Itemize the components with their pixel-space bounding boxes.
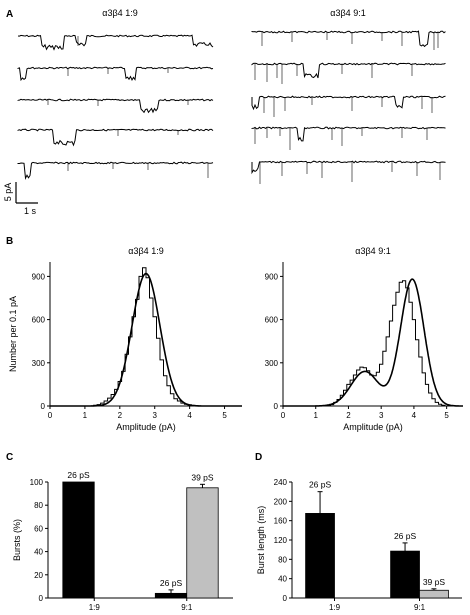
traces-right [251, 30, 446, 184]
chart-title: α3β4 9:1 [355, 246, 390, 256]
y-tick-label: 600 [32, 316, 46, 325]
panel-letter-d: D [255, 452, 262, 463]
panel-letter-a: A [6, 9, 13, 20]
y-tick-label: 600 [265, 316, 279, 325]
y-tick-label: 0 [283, 594, 288, 603]
burst-length-bar-chart: 0 40 80 120 160 200 240 Burst length (ms) 1:9 26 … [256, 478, 462, 612]
trace-line [251, 30, 446, 48]
gaussian-fit-line [50, 272, 242, 407]
bar-annotation: 26 pS [309, 480, 332, 490]
x-tick-label: 0 [48, 411, 53, 420]
y-tick-label: 900 [265, 272, 279, 281]
x-tick-label: 1:9 [329, 603, 341, 612]
bar-annotation: 39 pS [423, 577, 446, 587]
x-tick-label: 4 [412, 411, 417, 420]
y-tick-label: 0 [274, 402, 279, 411]
y-tick-label: 100 [30, 478, 44, 487]
traces-right-title: α3β4 9:1 [330, 8, 365, 18]
trace-line [17, 34, 214, 51]
y-tick-label: 0 [39, 594, 44, 603]
y-tick-label: 80 [34, 501, 43, 510]
bar [390, 550, 420, 599]
y-tick-label: 20 [34, 571, 43, 580]
trace-line [251, 62, 446, 79]
bar [419, 589, 449, 599]
x-tick-label: 3 [379, 411, 384, 420]
x-tick-label: 9:1 [181, 603, 193, 612]
trace-line [17, 161, 214, 180]
y-tick-label: 40 [278, 575, 287, 584]
panel-letter-c: C [6, 452, 13, 463]
x-tick-label: 3 [153, 411, 158, 420]
x-tick-label: 1 [314, 411, 319, 420]
bar [154, 592, 188, 599]
x-tick-label: 5 [444, 411, 449, 420]
bar [186, 487, 219, 599]
histogram-1-9: α3β4 1:9 0 1 2 3 4 5 0 300 600 900 Amplitude (pA) Nu… [8, 246, 242, 432]
x-tick-label: 1:9 [89, 603, 101, 612]
scale-bar-x-label: 1 s [24, 206, 37, 216]
bar [305, 513, 335, 599]
y-tick-label: 120 [274, 536, 288, 545]
y-tick-label: 40 [34, 548, 43, 557]
bar-annotation: 26 pS [67, 470, 90, 480]
trace-line [251, 95, 446, 111]
y-tick-label: 240 [274, 478, 288, 487]
bar-annotation: 39 pS [191, 472, 214, 482]
x-tick-label: 1 [83, 411, 88, 420]
y-tick-label: 300 [32, 359, 46, 368]
bar-annotation: 26 pS [160, 578, 183, 588]
x-tick-label: 0 [281, 411, 286, 420]
bursts-bar-chart: 0 20 40 60 80 100 Bursts (%) 1:9 26 pS 9:1 26 pS 39… [12, 470, 233, 612]
x-tick-label: 5 [222, 411, 227, 420]
y-axis-label: Bursts (%) [12, 519, 22, 561]
x-tick-label: 2 [346, 411, 351, 420]
trace-line [17, 128, 214, 147]
chart-title: α3β4 1:9 [128, 246, 163, 256]
x-axis-label: Amplitude (pA) [116, 422, 176, 432]
trace-line [17, 98, 214, 114]
traces-left-title: α3β4 1:9 [102, 8, 137, 18]
x-tick-label: 4 [187, 411, 192, 420]
scale-bar-y-label: 5 pA [3, 183, 13, 202]
histogram-bars [330, 280, 446, 406]
bar-annotation: 26 pS [394, 531, 417, 541]
histogram-bars [93, 267, 199, 407]
y-axis-label: Burst length (ms) [256, 506, 266, 575]
x-tick-label: 2 [118, 411, 123, 420]
x-axis-label: Amplitude (pA) [343, 422, 403, 432]
histogram-9-1: α3β4 9:1 0 1 2 3 4 5 0 300 600 900 Amplitude (pA) [265, 246, 463, 432]
y-tick-label: 200 [274, 497, 288, 506]
y-tick-label: 60 [34, 524, 43, 533]
y-axis-label: Number per 0.1 pA [8, 296, 18, 372]
y-tick-label: 160 [274, 517, 288, 526]
scale-bar: 5 pA 1 s [3, 182, 38, 216]
gaussian-fit-line [283, 278, 463, 407]
y-tick-label: 300 [265, 359, 279, 368]
bar [62, 481, 95, 599]
traces-left [17, 34, 214, 180]
panel-letter-b: B [6, 236, 13, 247]
x-tick-label: 9:1 [414, 603, 426, 612]
y-tick-label: 0 [41, 402, 46, 411]
trace-line [17, 66, 214, 82]
trace-line [251, 160, 446, 175]
y-tick-label: 900 [32, 272, 46, 281]
trace-line [251, 126, 446, 142]
y-tick-label: 80 [278, 555, 287, 564]
